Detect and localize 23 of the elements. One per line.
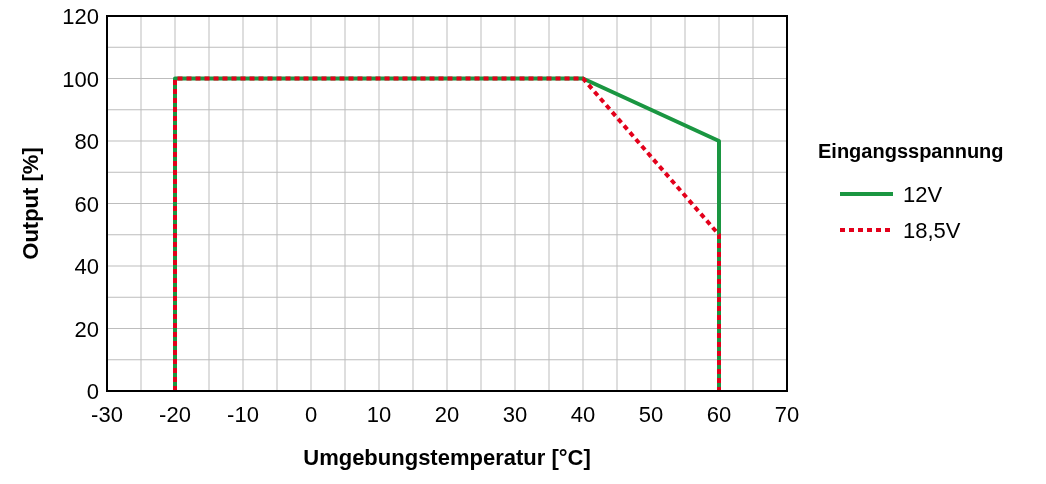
y-tick-label: 40 bbox=[74, 254, 99, 279]
y-tick-label: 20 bbox=[74, 316, 99, 342]
y-tick-label: 120 bbox=[62, 4, 99, 29]
y-axis-title: Output [%] bbox=[18, 147, 43, 260]
x-tick-label: 0 bbox=[304, 402, 318, 427]
x-tick-label: -20 bbox=[159, 402, 191, 427]
x-tick-label: 10 bbox=[366, 402, 392, 427]
x-tick-label: 50 bbox=[638, 402, 664, 427]
x-axis-title: Umgebungstemperatur [°C] bbox=[303, 445, 591, 470]
legend-title: Eingangsspannung bbox=[818, 140, 1004, 162]
y-tick-label: 80 bbox=[74, 129, 99, 154]
y-tick-label: 0 bbox=[86, 379, 99, 404]
x-tick-label: 20 bbox=[434, 402, 460, 427]
legend-label: 18,5V bbox=[903, 218, 961, 243]
legend-label: 12V bbox=[903, 182, 943, 207]
y-tick-label: 100 bbox=[62, 66, 99, 92]
x-tick-label: 30 bbox=[502, 402, 528, 427]
x-tick-label: 60 bbox=[706, 402, 732, 427]
x-tick-label: -30 bbox=[91, 402, 123, 427]
x-tick-label: 40 bbox=[570, 402, 596, 427]
x-tick-label: -10 bbox=[227, 402, 259, 427]
y-tick-label: 60 bbox=[74, 191, 99, 217]
x-tick-label: 70 bbox=[774, 402, 800, 427]
